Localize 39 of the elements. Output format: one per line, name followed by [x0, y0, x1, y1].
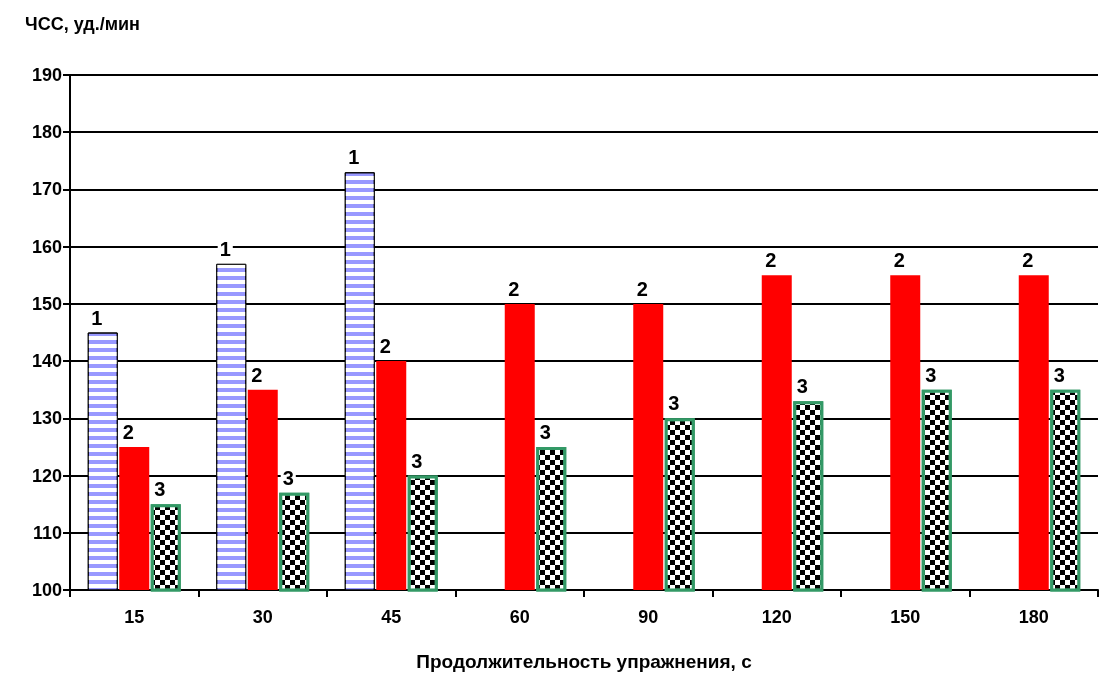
text: 1: [348, 146, 360, 169]
y-tick-label: 190: [31, 65, 62, 85]
x-tick-label: 30: [252, 607, 273, 627]
y-tick-label: 180: [31, 122, 62, 143]
y-tick-label: 100: [31, 580, 62, 600]
x-tick-label: 120: [761, 607, 792, 627]
text: 2: [379, 335, 391, 358]
x-tick-label: 180: [1018, 607, 1049, 627]
text: 3: [539, 420, 551, 443]
x-tick-label: 90: [638, 607, 659, 627]
y-tick-label: 170: [31, 179, 62, 200]
text: 2: [508, 277, 520, 300]
y-tick-label: 140: [31, 351, 62, 372]
text: 3: [411, 449, 423, 472]
text: 3: [668, 392, 680, 415]
text: 2: [765, 249, 777, 272]
y-axis-title: ЧСС, уд./мин: [25, 14, 140, 34]
text: 1: [219, 237, 231, 260]
text: 2: [1022, 249, 1034, 272]
x-tick-label: 150: [890, 607, 921, 627]
x-tick-label: 60: [509, 607, 530, 627]
text: 3: [1053, 363, 1065, 386]
series-label: 3: [154, 478, 166, 501]
y-tick-label: 130: [31, 408, 62, 429]
text: 3: [282, 466, 294, 489]
x-tick-label: 45: [381, 607, 402, 627]
y-tick-label: 160: [31, 236, 62, 257]
text: 3: [796, 375, 808, 398]
x-axis-title: Продолжительность упражнения, с: [416, 651, 753, 672]
text: 2: [893, 249, 905, 272]
text: 3: [925, 363, 937, 386]
x-tick-label: 15: [124, 607, 145, 627]
y-tick-label: 150: [31, 293, 62, 314]
y-tick-label: 120: [31, 465, 62, 486]
text: 2: [636, 277, 648, 300]
series-label: 1: [91, 306, 103, 329]
text: 2: [251, 363, 263, 386]
series-label: 2: [122, 420, 134, 443]
y-tick-label: 110: [32, 522, 62, 543]
